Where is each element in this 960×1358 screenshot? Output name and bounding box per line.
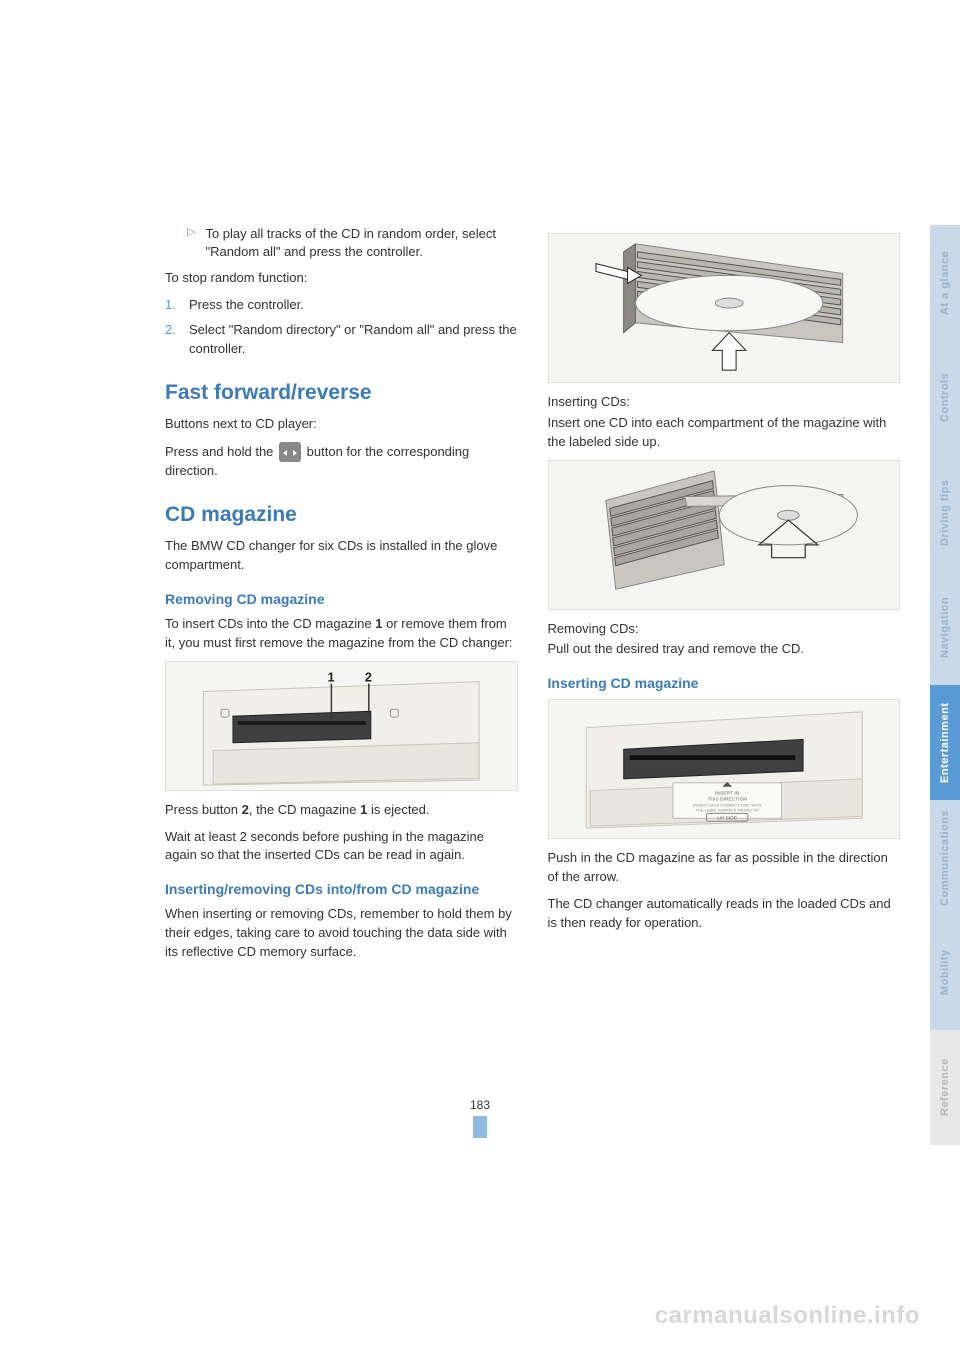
svg-text:2: 2 bbox=[365, 669, 372, 684]
heading-insert-remove-cds: Inserting/removing CDs into/from CD maga… bbox=[165, 881, 518, 897]
heading-cd-magazine: CD magazine bbox=[165, 503, 518, 527]
svg-text:UP SIDE: UP SIDE bbox=[717, 815, 737, 821]
tab-at-a-glance[interactable]: At a glance bbox=[930, 225, 960, 340]
svg-text:THE LABEL SURFACE FACING UP: THE LABEL SURFACE FACING UP bbox=[695, 808, 758, 813]
inserting-cds-body: Insert one CD into each compartment of t… bbox=[548, 414, 901, 452]
section-tabs: At a glance Controls Driving tips Naviga… bbox=[930, 225, 960, 1145]
wait-paragraph: Wait at least 2 seconds before pushing i… bbox=[165, 828, 518, 866]
heading-removing-mag: Removing CD magazine bbox=[165, 591, 518, 607]
step-text: Select "Random directory" or "Random all… bbox=[189, 321, 518, 359]
step-number: 2. bbox=[165, 321, 189, 359]
tab-navigation[interactable]: Navigation bbox=[930, 570, 960, 685]
figure-insert-magazine: INSERT IN THIS DIRECTION INSERT EACH COM… bbox=[548, 699, 901, 839]
auto-read-paragraph: The CD changer automatically reads in th… bbox=[548, 895, 901, 933]
seek-left-icon bbox=[283, 450, 287, 456]
stop-random-steps: 1. Press the controller. 2. Select "Rand… bbox=[165, 296, 518, 359]
tab-reference[interactable]: Reference bbox=[930, 1030, 960, 1145]
page-tick-icon bbox=[473, 1116, 487, 1138]
ff-hold-line: Press and hold the button for the corres… bbox=[165, 442, 518, 482]
tab-entertainment[interactable]: Entertainment bbox=[930, 685, 960, 800]
figure-glove-compartment: 1 2 bbox=[165, 661, 518, 791]
figure-remove-cd bbox=[548, 460, 901, 610]
list-item: 2. Select "Random directory" or "Random … bbox=[165, 321, 518, 359]
remove-paragraph: To insert CDs into the CD magazine 1 or … bbox=[165, 615, 518, 653]
ff-text-a: Press and hold the bbox=[165, 443, 277, 458]
step-text: Press the controller. bbox=[189, 296, 518, 315]
stop-random-intro: To stop random function: bbox=[165, 269, 518, 288]
heading-fast-forward: Fast forward/reverse bbox=[165, 381, 518, 405]
tab-controls[interactable]: Controls bbox=[930, 340, 960, 455]
press-button-line: Press button 2, the CD magazine 1 is eje… bbox=[165, 801, 518, 820]
tab-communications[interactable]: Communications bbox=[930, 800, 960, 915]
cdmag-intro: The BMW CD changer for six CDs is instal… bbox=[165, 537, 518, 575]
svg-text:INSERT IN: INSERT IN bbox=[715, 791, 740, 797]
insrem-paragraph: When inserting or removing CDs, remember… bbox=[165, 905, 518, 962]
list-item: 1. Press the controller. bbox=[165, 296, 518, 315]
left-column: ▷ To play all tracks of the CD in random… bbox=[165, 225, 518, 970]
bullet-random-all: ▷ To play all tracks of the CD in random… bbox=[165, 225, 518, 261]
removing-cds-title: Removing CDs: bbox=[548, 620, 901, 639]
watermark: carmanualsonline.info bbox=[655, 1302, 920, 1330]
bullet-text: To play all tracks of the CD in random o… bbox=[205, 225, 517, 261]
figure-insert-cd bbox=[548, 233, 901, 383]
tab-mobility[interactable]: Mobility bbox=[930, 915, 960, 1030]
right-column: Inserting CDs: Insert one CD into each c… bbox=[548, 225, 901, 970]
seek-right-icon bbox=[293, 450, 297, 456]
seek-buttons-icon bbox=[279, 442, 301, 463]
inserting-cds-title: Inserting CDs: bbox=[548, 393, 901, 412]
heading-inserting-magazine: Inserting CD magazine bbox=[548, 675, 901, 691]
tab-driving-tips[interactable]: Driving tips bbox=[930, 455, 960, 570]
step-number: 1. bbox=[165, 296, 189, 315]
page-content: ▷ To play all tracks of the CD in random… bbox=[0, 0, 960, 1030]
triangle-bullet-icon: ▷ bbox=[187, 225, 195, 261]
page-number-block: 183 bbox=[470, 1098, 490, 1138]
ff-buttons-line: Buttons next to CD player: bbox=[165, 415, 518, 434]
page-number: 183 bbox=[470, 1098, 490, 1112]
removing-cds-body: Pull out the desired tray and remove the… bbox=[548, 640, 901, 659]
svg-text:1: 1 bbox=[327, 669, 334, 684]
push-paragraph: Push in the CD magazine as far as possib… bbox=[548, 849, 901, 887]
